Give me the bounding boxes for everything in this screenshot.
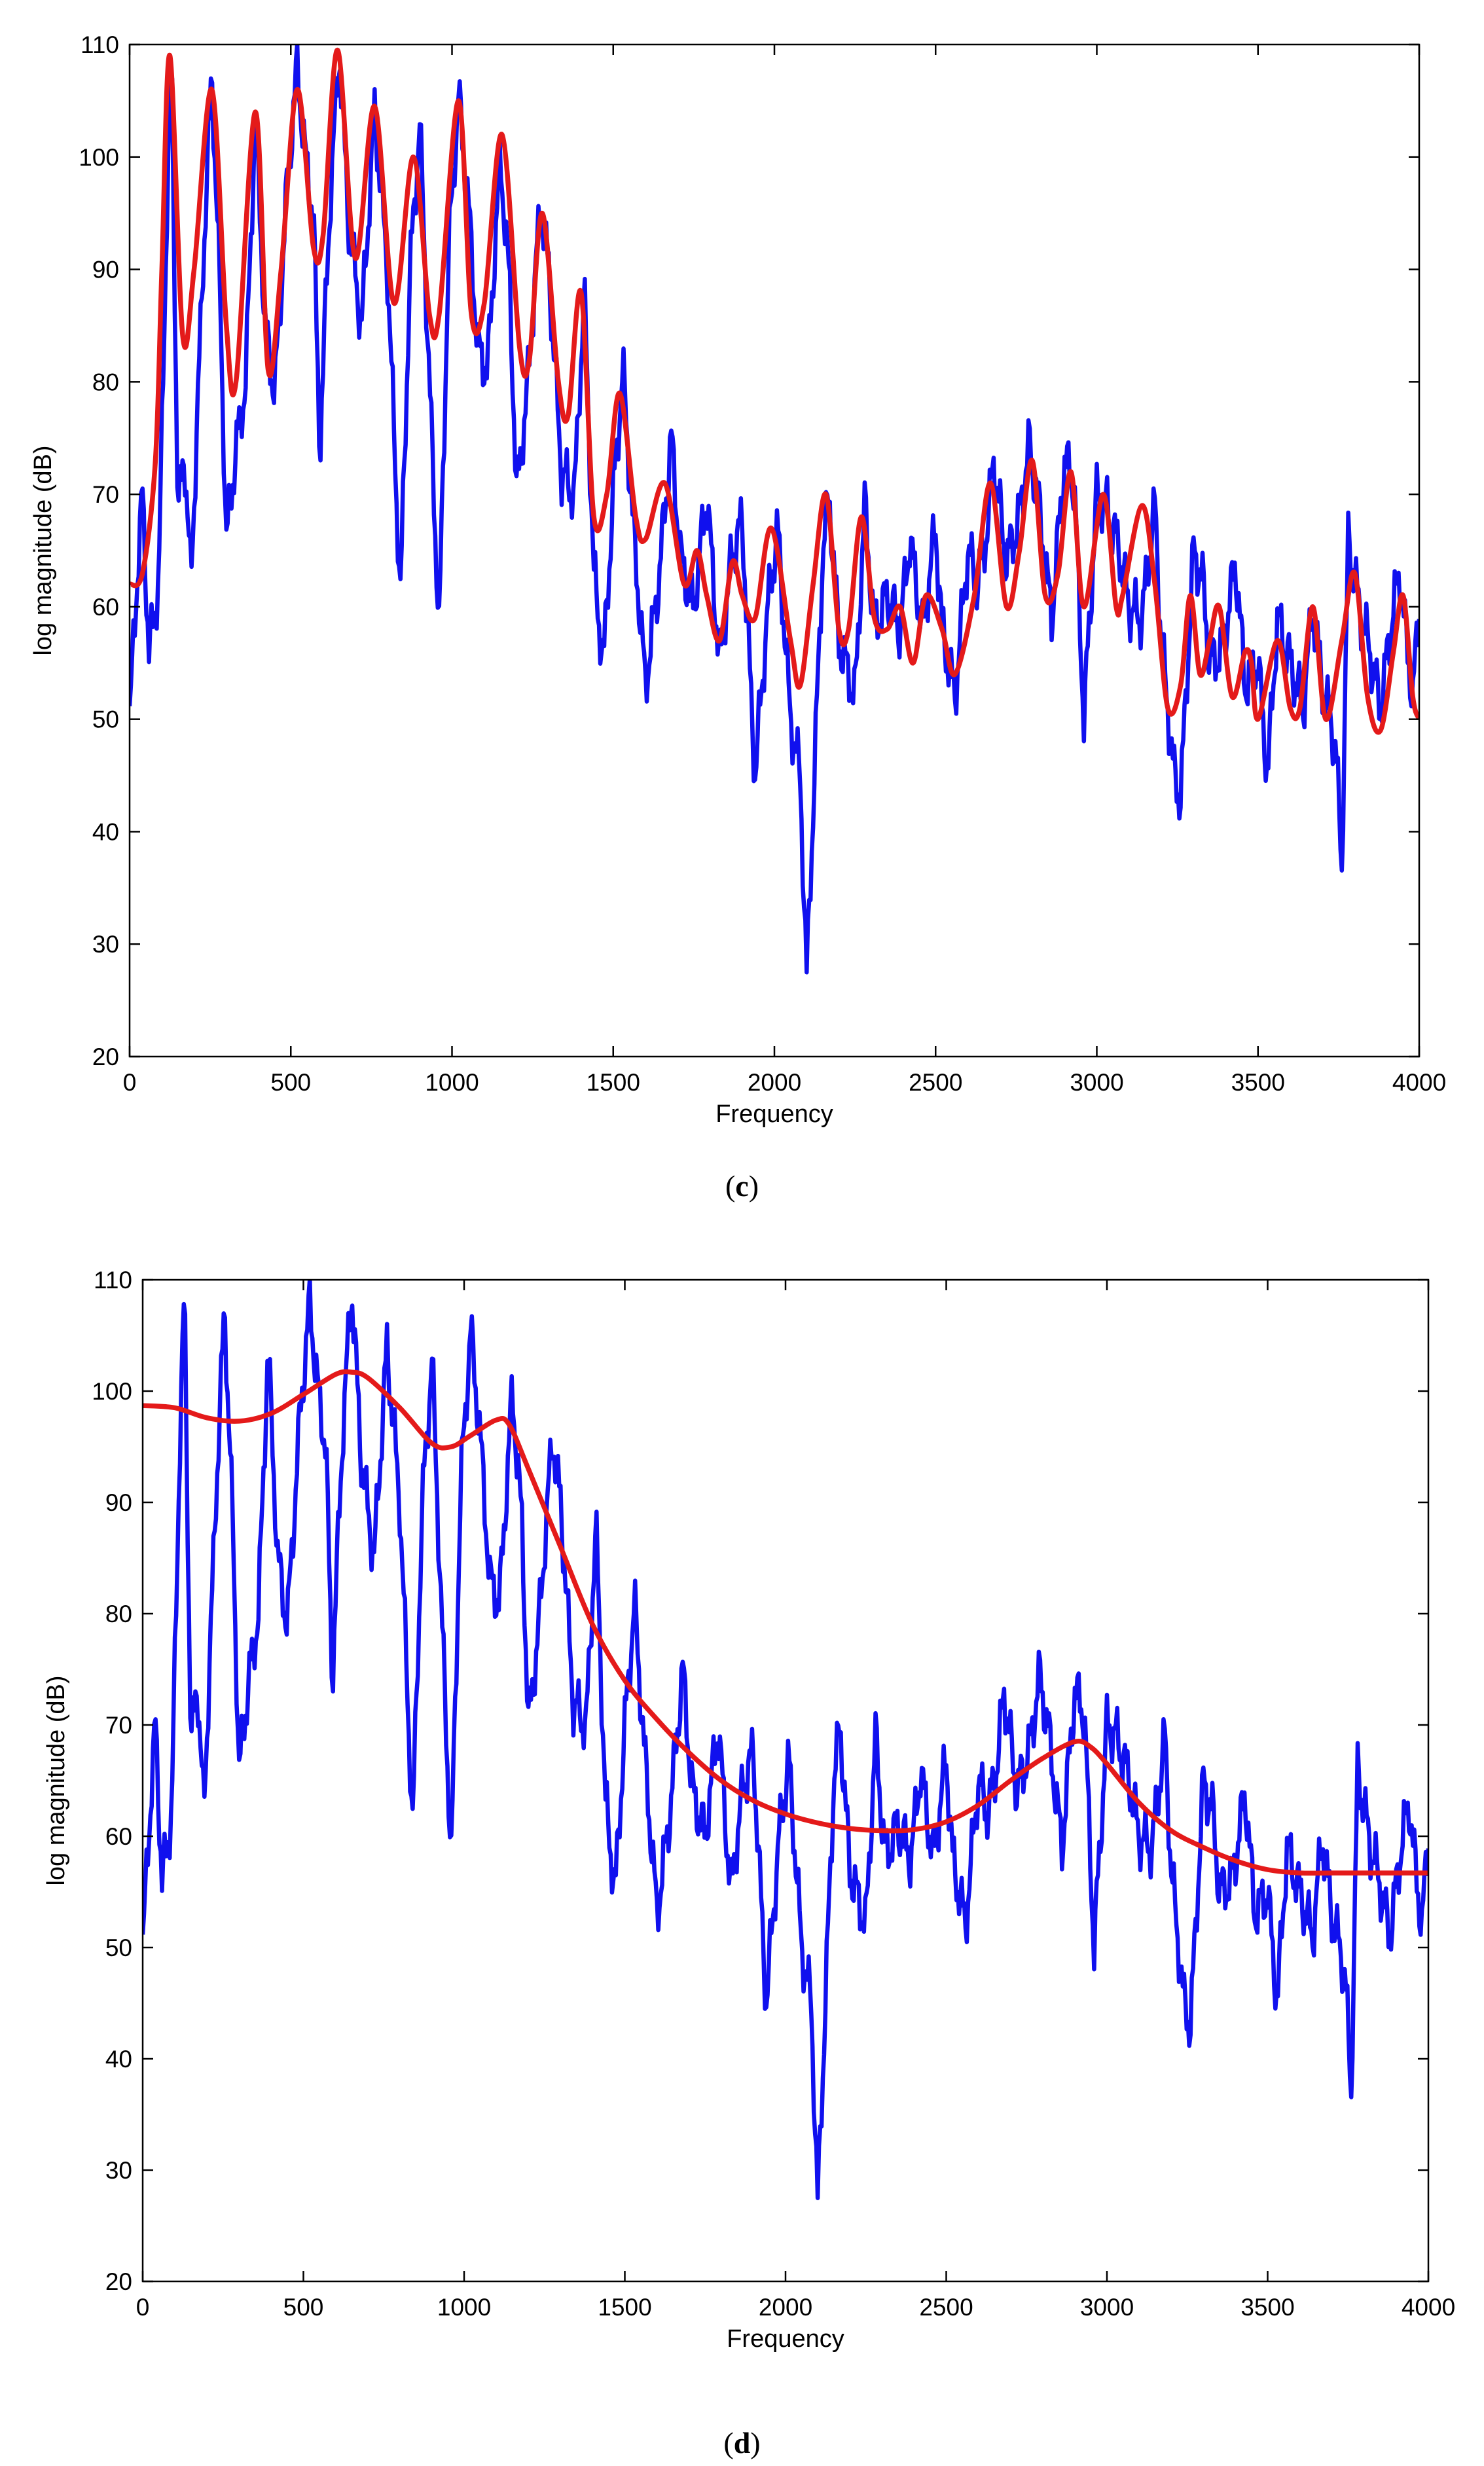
y-tick-label: 50 — [92, 706, 119, 733]
series-line-spectrum — [130, 45, 1419, 975]
y-tick-label: 80 — [105, 1601, 132, 1627]
x-axis-title: Frequency — [727, 2325, 844, 2353]
y-tick-label: 100 — [79, 144, 119, 171]
x-tick-label: 0 — [136, 2294, 150, 2321]
y-tick-label: 60 — [92, 594, 119, 621]
series-group — [130, 45, 1419, 975]
y-tick-label: 110 — [81, 31, 119, 58]
caption-c-label: c — [735, 1169, 749, 1203]
x-axis-title: Frequency — [715, 1100, 833, 1128]
x-tick-label: 3000 — [1070, 1069, 1123, 1096]
y-tick-label: 90 — [92, 257, 119, 283]
y-axis-title: log magnitude (dB) — [43, 1675, 70, 1885]
x-tick-label: 1000 — [437, 2294, 491, 2321]
y-tick-label: 50 — [105, 1934, 132, 1961]
y-tick-label: 60 — [105, 1823, 132, 1850]
y-tick-label: 40 — [92, 818, 119, 845]
y-axis-title: log magnitude (dB) — [29, 445, 57, 655]
y-tick-label: 30 — [92, 931, 119, 958]
x-tick-label: 3500 — [1231, 1069, 1285, 1096]
y-tick-label: 110 — [94, 1267, 132, 1294]
x-tick-label: 500 — [283, 2294, 324, 2321]
series-line-envelope — [130, 47, 1419, 735]
panel-c: 0 500 1000 1500 2000 2500 3000 3500 4000 20 30 40 50… — [29, 31, 1446, 1128]
x-tick-label: 2000 — [759, 2294, 812, 2321]
y-tick-label: 20 — [105, 2268, 132, 2295]
x-tick-label: 4000 — [1402, 2294, 1455, 2321]
y-tick-label: 20 — [92, 1043, 119, 1070]
x-tick-label: 1500 — [598, 2294, 651, 2321]
x-tick-label: 3500 — [1240, 2294, 1294, 2321]
panel-d: 0 500 1000 1500 2000 2500 3000 3500 4000 20 30 40 50… — [43, 1267, 1455, 2353]
x-tick-label: 0 — [123, 1069, 137, 1096]
y-tick-label: 40 — [105, 2046, 132, 2073]
caption-c: (c) — [725, 1169, 759, 1203]
caption-d-label: d — [733, 2426, 751, 2459]
y-tick-label: 80 — [92, 369, 119, 395]
y-tick-label: 70 — [105, 1712, 132, 1739]
series-line-spectrum — [143, 1280, 1428, 2200]
y-tick-label: 70 — [92, 481, 119, 508]
x-tick-label: 2500 — [909, 1069, 962, 1096]
series-group — [143, 1280, 1428, 2200]
y-tick-label: 30 — [105, 2157, 132, 2184]
x-tick-label: 3000 — [1080, 2294, 1134, 2321]
y-tick-label: 100 — [92, 1378, 132, 1405]
x-tick-label: 2000 — [748, 1069, 801, 1096]
y-tick-label: 90 — [105, 1489, 132, 1516]
caption-d: (d) — [723, 2426, 761, 2459]
series-line-envelope — [143, 1369, 1428, 1876]
x-tick-label: 4000 — [1392, 1069, 1446, 1096]
x-tick-label: 1500 — [587, 1069, 640, 1096]
x-tick-label: 2500 — [919, 2294, 973, 2321]
x-tick-label: 500 — [270, 1069, 311, 1096]
x-tick-label: 1000 — [425, 1069, 479, 1096]
